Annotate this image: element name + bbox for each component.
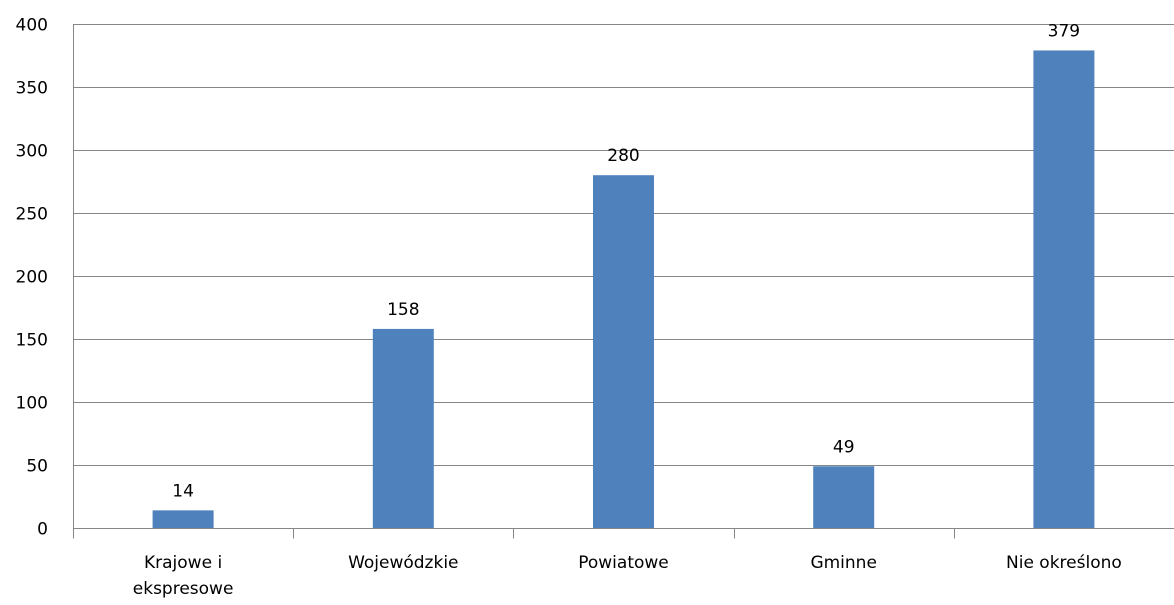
data-label: 158 [387, 300, 419, 320]
y-tick-label: 400 [16, 16, 48, 36]
x-tick-label: Krajowe i ekspresowe [133, 553, 234, 599]
y-tick-label: 200 [16, 268, 48, 288]
x-tick-label: Wojewódzkie [348, 553, 458, 573]
bar [372, 328, 434, 528]
bar [1033, 50, 1095, 529]
bar [813, 466, 875, 528]
bar [152, 510, 214, 528]
x-tick-label: Powiatowe [578, 553, 669, 573]
data-label: 49 [833, 437, 855, 457]
y-tick-label: 250 [16, 205, 48, 225]
y-tick-label: 350 [16, 79, 48, 99]
x-tick-label: Nie określono [1006, 553, 1122, 573]
y-tick-label: 150 [16, 331, 48, 351]
y-tick-label: 300 [16, 142, 48, 162]
bar [593, 175, 654, 528]
x-axis [73, 24, 1174, 539]
data-labels: 14 158 280 49 379 [172, 21, 1080, 501]
y-axis-tick-labels: 0 50 100 150 200 250 300 350 400 [16, 16, 48, 540]
data-label: 379 [1048, 21, 1080, 41]
y-tick-label: 50 [26, 457, 48, 477]
y-tick-label: 100 [16, 394, 48, 414]
data-label: 14 [172, 481, 194, 501]
bars [152, 50, 1095, 529]
y-tick-label: 0 [37, 520, 48, 540]
data-label: 280 [607, 146, 639, 166]
x-tick-label: Gminne [810, 553, 876, 573]
category-labels: Krajowe i ekspresowe Wojewódzkie Powiatowe G… [133, 553, 1122, 599]
